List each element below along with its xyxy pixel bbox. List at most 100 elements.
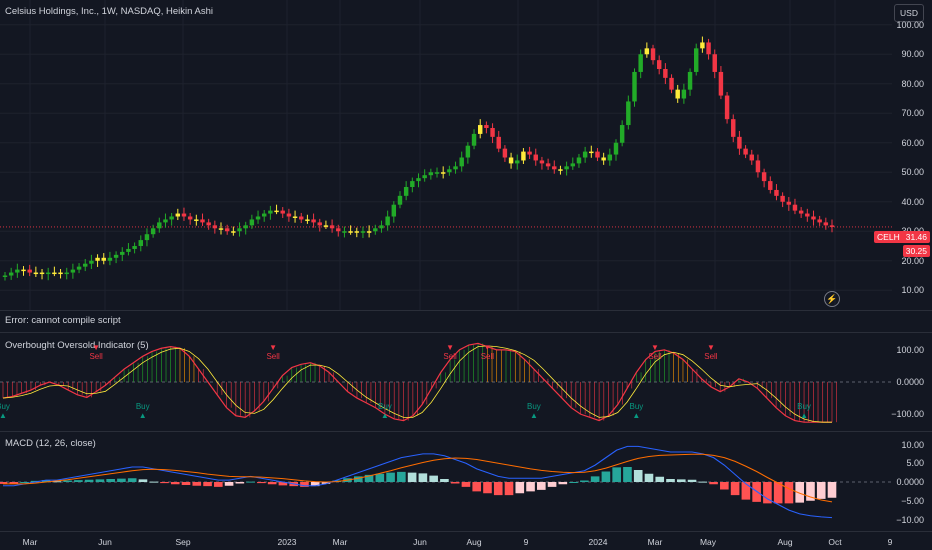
candle-body — [638, 54, 643, 72]
price-pane[interactable] — [0, 0, 892, 310]
candle-body — [761, 172, 767, 182]
macd-histogram-bar — [515, 482, 525, 494]
macd-chart[interactable] — [0, 432, 892, 531]
candle-body — [354, 231, 360, 233]
candle-body — [656, 60, 662, 69]
sell-label: Sell — [266, 352, 280, 361]
currency-button[interactable]: USD — [894, 4, 924, 22]
oscillator-pane[interactable]: ▼Sell▼Sell▼Sell▼Sell▼Sell▼SellBuy▲Buy▲Bu… — [0, 333, 892, 431]
pane-divider[interactable] — [0, 332, 932, 333]
axis-label: 70.00 — [901, 108, 924, 119]
candle-body — [157, 222, 162, 229]
candle-body — [101, 257, 106, 261]
lightning-icon[interactable]: ⚡ — [824, 291, 840, 307]
candle-body — [780, 195, 785, 202]
candle-body — [687, 71, 693, 90]
price-chart[interactable] — [0, 0, 892, 310]
macd-histogram-bar — [644, 473, 654, 482]
candle-body — [644, 48, 650, 55]
macd-histogram-bar — [741, 482, 751, 500]
candle-body — [552, 166, 557, 170]
candle-body — [681, 89, 687, 99]
macd-histogram-bar — [149, 481, 159, 483]
pane-divider[interactable] — [0, 310, 932, 311]
candle-body — [768, 181, 773, 190]
buy-signal: Buy▲ — [797, 402, 811, 420]
candle-body — [515, 160, 520, 164]
candle-body — [366, 231, 372, 233]
macd-histogram-bar — [633, 470, 643, 482]
time-axis[interactable]: Mar Jun Sep 2023 Mar Jun Aug 9 2024 Mar May Aug Oct 9 — [0, 532, 893, 550]
candle-body — [718, 71, 724, 96]
price-axis[interactable]: 100.0090.0080.0070.0060.0050.0040.0030.0… — [892, 0, 932, 310]
candle-body — [342, 231, 347, 233]
macd-histogram-bar — [590, 476, 600, 482]
candle-body — [280, 210, 285, 214]
macd-histogram-bar — [278, 482, 288, 486]
candle-body — [817, 219, 822, 223]
macd-histogram-bar — [160, 482, 169, 484]
candle-body — [292, 216, 298, 218]
macd-histogram-bar — [537, 482, 546, 490]
candle-body — [39, 272, 45, 275]
time-axis-label: Sep — [175, 537, 191, 547]
candle-body — [582, 151, 588, 158]
candle-body — [527, 151, 532, 155]
axis-label: 100.00 — [896, 19, 924, 30]
macd-histogram-bar — [321, 482, 331, 484]
candle-body — [613, 142, 619, 155]
candle-body — [508, 157, 514, 164]
candle-body — [126, 248, 131, 252]
buy-arrow-icon: ▲ — [800, 411, 809, 420]
sell-signal: ▼ Sell — [481, 343, 494, 361]
candle-body — [206, 222, 211, 226]
macd-histogram-bar — [720, 482, 729, 490]
axis-label: 40.00 — [901, 196, 924, 207]
oscillator-axis[interactable]: 100.00 0.0000 −100.00 — [891, 333, 932, 431]
macd-histogram-bar — [52, 481, 62, 483]
candle-body — [669, 77, 674, 90]
axis-label: 5.00 — [906, 458, 924, 469]
macd-histogram-bar — [450, 482, 460, 484]
axis-label: 20.00 — [901, 255, 924, 266]
candle-body — [706, 42, 711, 55]
axis-label: 100.00 — [896, 344, 924, 355]
candle-body — [286, 213, 292, 217]
sell-label: Sell — [704, 352, 718, 361]
axis-label: 0.0000 — [896, 377, 924, 387]
candle-body — [619, 125, 625, 143]
macd-histogram-bar — [816, 482, 826, 499]
macd-axis[interactable]: 10.00 5.00 0.0000 −5.00 −10.00 — [892, 432, 932, 531]
candle-body — [52, 272, 57, 275]
candle-body — [626, 101, 631, 126]
macd-histogram-bar — [687, 479, 697, 482]
oscillator-chart[interactable] — [0, 333, 892, 431]
pane-divider[interactable] — [0, 431, 932, 432]
candle-body — [447, 169, 452, 173]
axis-label: −10.00 — [896, 514, 924, 525]
sell-arrow-icon: ▼ — [483, 343, 492, 352]
price-tag-last: CELH 31.46 — [874, 231, 930, 243]
candle-body — [675, 89, 680, 99]
candle-body — [539, 160, 545, 164]
sell-signal: ▼ Sell — [443, 343, 456, 361]
macd-histogram-bar — [547, 482, 557, 487]
candle-body — [144, 234, 150, 241]
macd-histogram-bar — [192, 482, 202, 486]
macd-histogram-bar — [117, 478, 126, 482]
macd-histogram-bar — [526, 482, 535, 492]
macd-histogram-bar — [84, 479, 94, 482]
macd-histogram-bar — [300, 482, 309, 487]
candle-body — [89, 260, 94, 264]
candle-body — [360, 231, 366, 233]
macd-histogram-bar — [623, 467, 632, 482]
candle-body — [798, 210, 804, 214]
candle-body — [416, 178, 421, 182]
candle-body — [595, 151, 600, 158]
buy-label: Buy — [527, 402, 541, 411]
macd-pane[interactable] — [0, 432, 892, 531]
macd-title: MACD (12, 26, close) — [5, 438, 96, 449]
buy-label: Buy — [797, 402, 811, 411]
macd-histogram-bar — [214, 482, 223, 487]
buy-arrow-icon: ▲ — [380, 411, 389, 420]
